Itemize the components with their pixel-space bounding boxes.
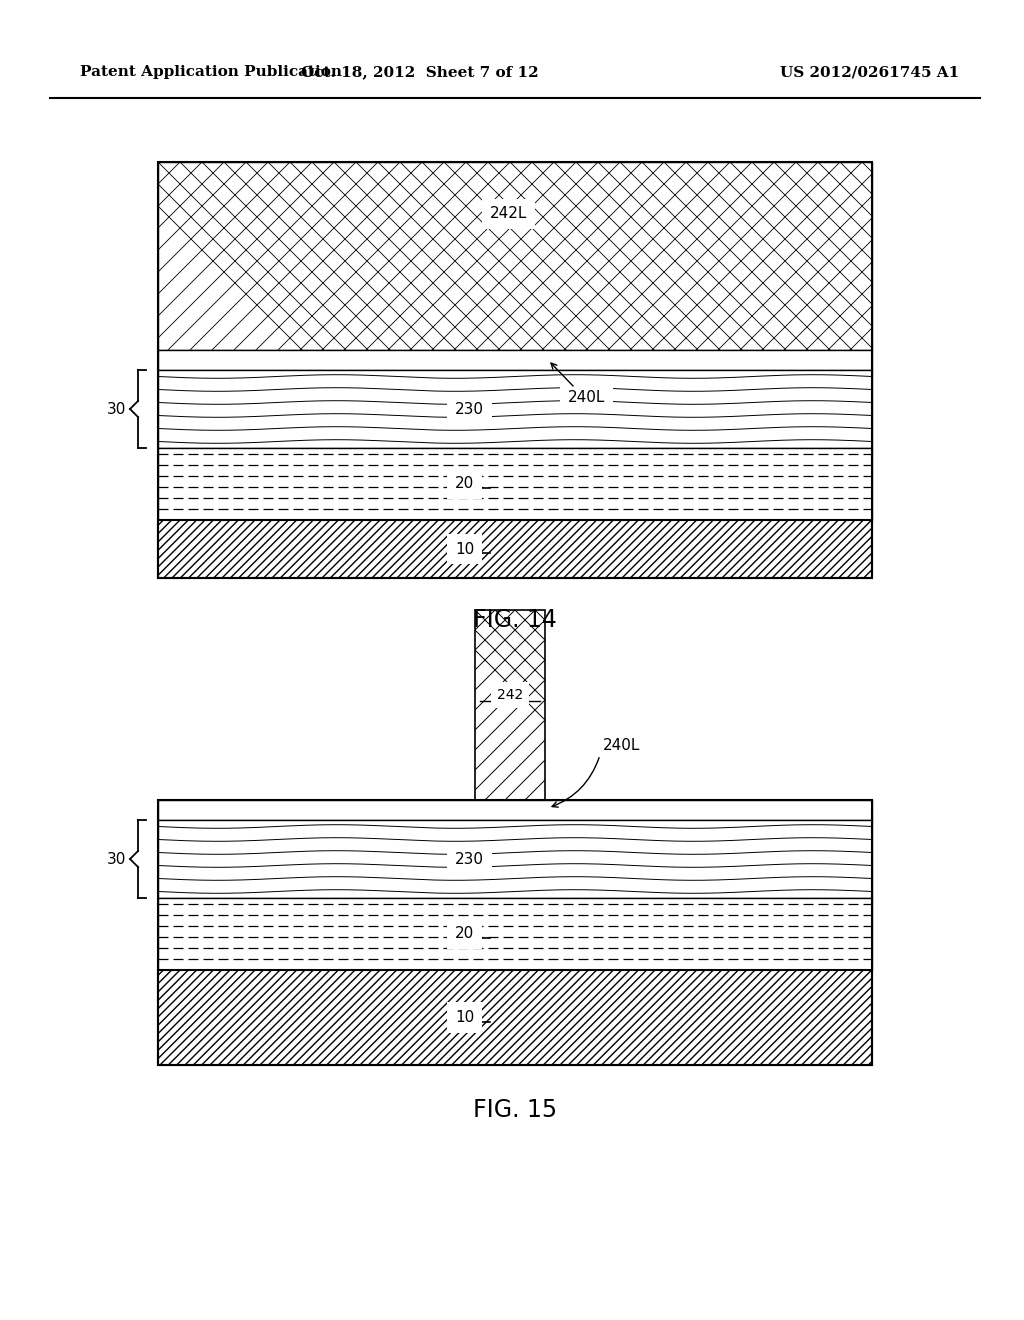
Text: Oct. 18, 2012  Sheet 7 of 12: Oct. 18, 2012 Sheet 7 of 12 <box>301 65 539 79</box>
Text: 230: 230 <box>455 401 484 417</box>
Text: 30: 30 <box>106 401 126 417</box>
Text: 242L: 242L <box>490 206 527 222</box>
Bar <box>158 800 872 820</box>
Text: 20: 20 <box>455 927 474 941</box>
Bar <box>158 898 872 970</box>
Bar <box>158 520 872 578</box>
Bar <box>158 162 872 350</box>
Bar <box>158 820 872 898</box>
Text: 240L: 240L <box>568 391 605 405</box>
Text: US 2012/0261745 A1: US 2012/0261745 A1 <box>780 65 959 79</box>
Text: Patent Application Publication: Patent Application Publication <box>80 65 342 79</box>
Text: 230: 230 <box>455 851 484 866</box>
Text: 10: 10 <box>455 1010 474 1026</box>
Bar <box>158 350 872 370</box>
Text: FIG. 14: FIG. 14 <box>473 609 557 632</box>
Text: 10: 10 <box>455 541 474 557</box>
Bar <box>158 970 872 1065</box>
Bar <box>158 447 872 520</box>
Text: 30: 30 <box>106 851 126 866</box>
Bar <box>158 800 872 1065</box>
Bar <box>158 162 872 578</box>
Text: 242: 242 <box>497 688 523 702</box>
Text: FIG. 15: FIG. 15 <box>473 1098 557 1122</box>
Text: 20: 20 <box>455 477 474 491</box>
Bar <box>475 610 545 800</box>
Text: 240L: 240L <box>603 738 640 752</box>
Bar <box>158 370 872 447</box>
